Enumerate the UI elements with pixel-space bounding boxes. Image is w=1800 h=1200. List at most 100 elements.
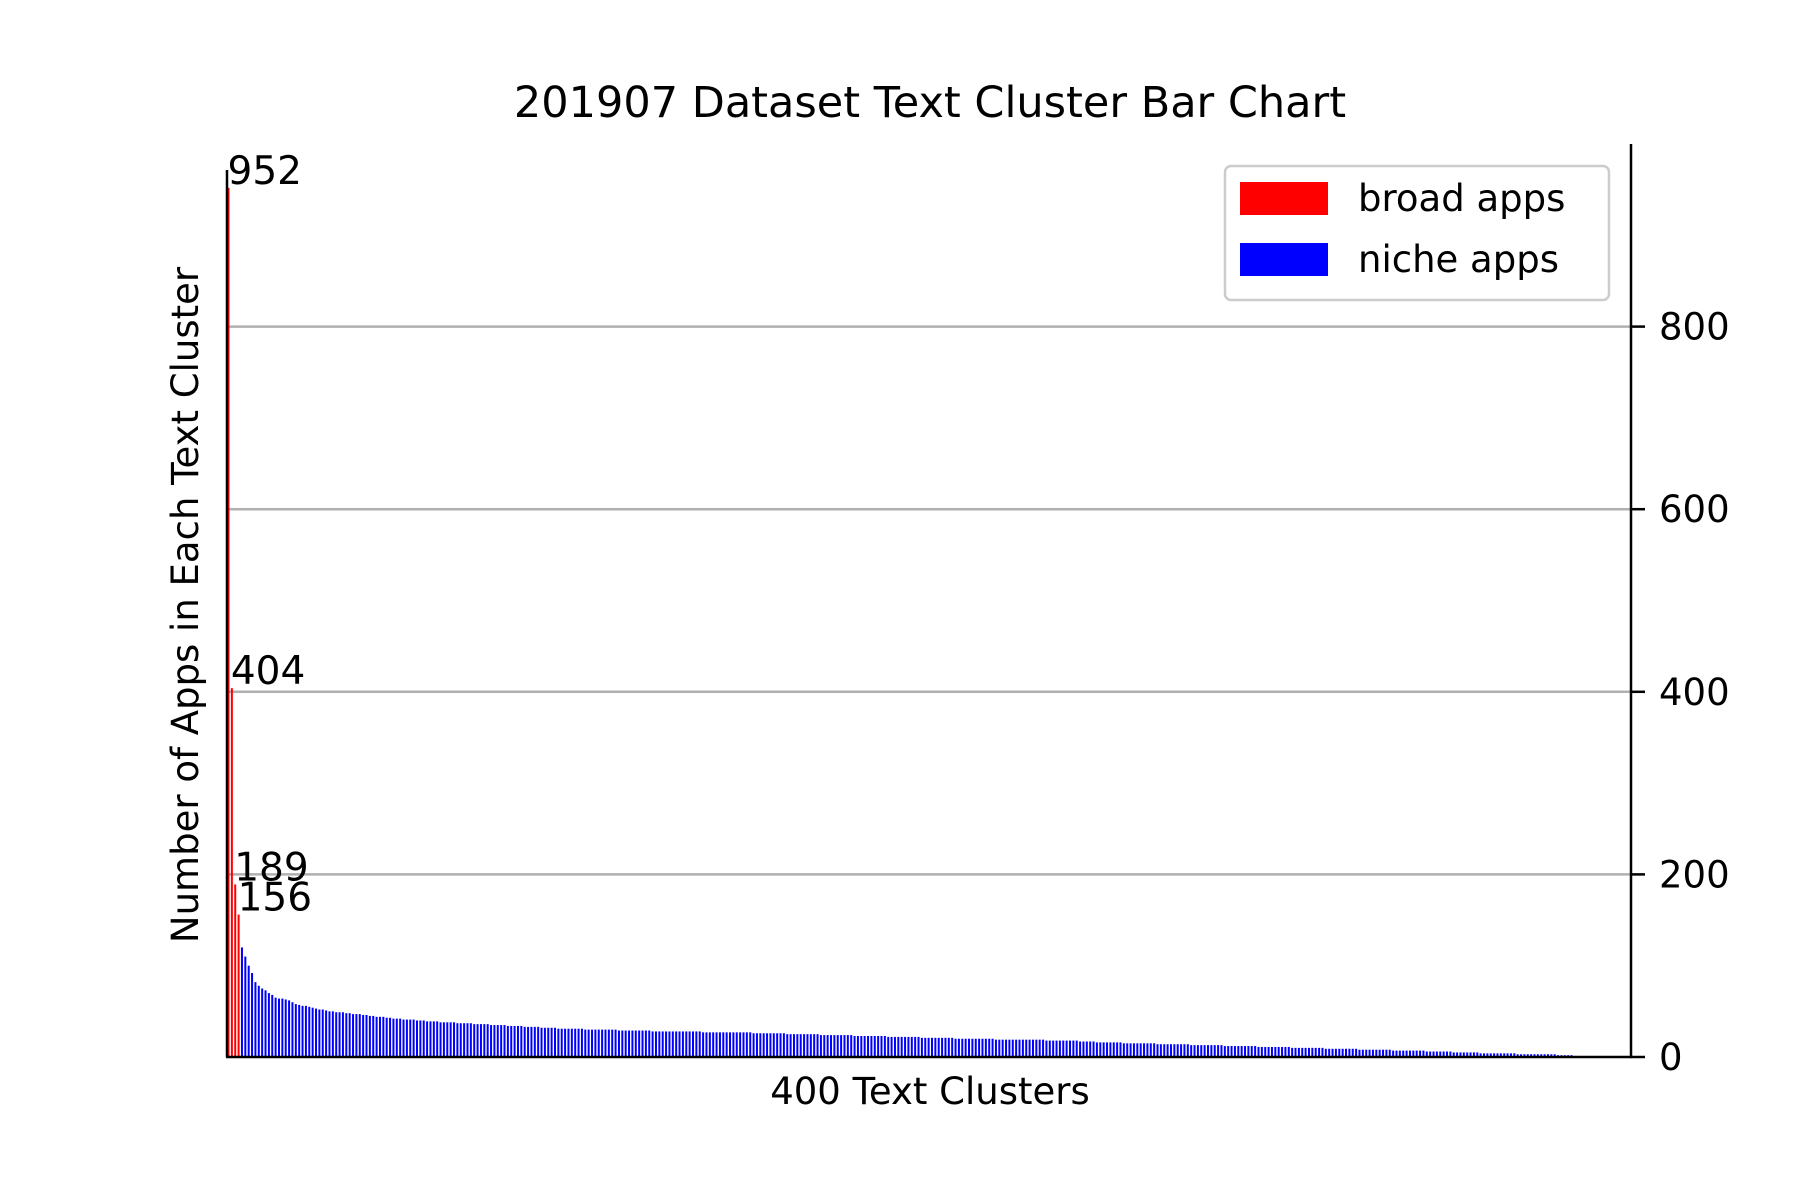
bar xyxy=(1213,1045,1216,1057)
bar xyxy=(1456,1052,1459,1057)
bar xyxy=(1122,1043,1125,1057)
legend-label: niche apps xyxy=(1358,238,1559,281)
bar xyxy=(1025,1039,1028,1057)
bar xyxy=(277,998,280,1057)
bar xyxy=(843,1035,846,1057)
bar xyxy=(473,1024,476,1057)
bar xyxy=(823,1035,826,1057)
bar xyxy=(402,1019,405,1057)
bar xyxy=(1466,1052,1469,1057)
bar xyxy=(1486,1053,1489,1057)
bar xyxy=(1159,1044,1162,1057)
bar xyxy=(1233,1046,1236,1057)
bar xyxy=(1156,1044,1159,1057)
bar xyxy=(537,1026,540,1057)
bar xyxy=(284,999,287,1057)
bar xyxy=(1089,1041,1092,1057)
bar xyxy=(1149,1043,1152,1057)
bar xyxy=(1126,1043,1129,1057)
bar xyxy=(355,1014,358,1057)
bar xyxy=(254,982,257,1057)
bar xyxy=(439,1022,442,1057)
bar xyxy=(1388,1049,1391,1057)
bar xyxy=(658,1031,661,1057)
bar xyxy=(308,1006,311,1057)
bar xyxy=(550,1027,553,1057)
bar xyxy=(264,990,267,1057)
bar xyxy=(698,1031,701,1057)
bar xyxy=(1042,1039,1045,1057)
bar xyxy=(1546,1054,1549,1057)
bar xyxy=(1297,1047,1300,1057)
bar xyxy=(685,1031,688,1057)
bar xyxy=(1058,1040,1061,1057)
bar xyxy=(1503,1053,1506,1057)
bar xyxy=(930,1037,933,1057)
bar xyxy=(1358,1049,1361,1057)
bar xyxy=(739,1032,742,1057)
bar xyxy=(628,1030,631,1057)
bar xyxy=(1018,1039,1021,1057)
bar xyxy=(1116,1042,1119,1057)
bar xyxy=(1106,1042,1109,1057)
bar xyxy=(1015,1039,1018,1057)
bar xyxy=(796,1034,799,1057)
bar xyxy=(782,1033,785,1057)
bar xyxy=(1392,1050,1395,1057)
bar xyxy=(752,1033,755,1057)
bar xyxy=(456,1023,459,1057)
bar xyxy=(1028,1039,1031,1057)
bar xyxy=(1307,1047,1310,1057)
bar xyxy=(365,1015,368,1057)
bar xyxy=(1112,1042,1115,1057)
bar xyxy=(230,688,233,1057)
bar xyxy=(1483,1053,1486,1057)
bar xyxy=(399,1018,402,1057)
gridlines xyxy=(227,325,1631,876)
bar xyxy=(594,1029,597,1057)
bar xyxy=(665,1031,668,1057)
bar xyxy=(1250,1046,1253,1057)
bar xyxy=(1072,1040,1075,1057)
bar xyxy=(540,1027,543,1057)
bar xyxy=(604,1029,607,1057)
bar xyxy=(1210,1045,1213,1057)
bar xyxy=(681,1031,684,1057)
bar xyxy=(244,956,247,1057)
bar xyxy=(1220,1045,1223,1057)
bar xyxy=(301,1005,304,1057)
bar xyxy=(880,1036,883,1057)
bar xyxy=(991,1038,994,1057)
bar xyxy=(1513,1053,1516,1057)
bar xyxy=(1324,1048,1327,1057)
bar xyxy=(352,1014,355,1057)
bar xyxy=(661,1031,664,1057)
bar xyxy=(1425,1051,1428,1057)
bar xyxy=(927,1037,930,1057)
bar xyxy=(1079,1041,1082,1057)
bar xyxy=(1378,1049,1381,1057)
bar xyxy=(941,1037,944,1057)
bar xyxy=(570,1028,573,1057)
bar xyxy=(1153,1043,1156,1057)
bar xyxy=(1345,1048,1348,1057)
bar xyxy=(463,1023,466,1057)
bar xyxy=(1223,1046,1226,1057)
legend: broad apps niche apps xyxy=(1223,164,1611,302)
bar xyxy=(850,1035,853,1057)
bar xyxy=(422,1020,425,1057)
bar xyxy=(1190,1045,1193,1057)
bar xyxy=(1143,1043,1146,1057)
bar xyxy=(567,1028,570,1057)
bar xyxy=(1435,1051,1438,1057)
bar xyxy=(432,1021,435,1057)
chart-title: 201907 Dataset Text Cluster Bar Chart xyxy=(514,78,1346,128)
bar xyxy=(712,1032,715,1057)
bar xyxy=(476,1024,479,1057)
bar xyxy=(261,988,264,1057)
bar xyxy=(325,1010,328,1057)
bar xyxy=(429,1021,432,1057)
bar xyxy=(597,1029,600,1057)
bar xyxy=(291,1002,294,1057)
bar xyxy=(688,1031,691,1057)
